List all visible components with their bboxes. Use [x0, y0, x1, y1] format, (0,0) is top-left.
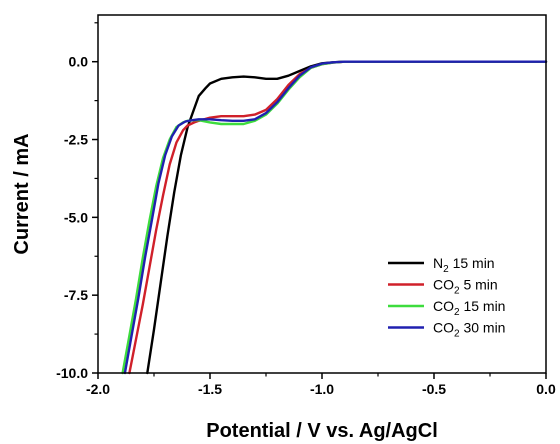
series-layer	[121, 60, 548, 375]
labels-layer: -2.0 -1.5 -1.0 -0.5 0.0 0.0 -2.5 -5.0 -7.5 -10.0	[56, 54, 556, 397]
x-tick-label: -1.5	[198, 381, 222, 397]
y-tick-label: -10.0	[56, 365, 88, 381]
legend-label: CO2 15 min	[433, 298, 505, 318]
legend-label: N2 15 min	[433, 255, 495, 275]
y-tick-label: -5.0	[64, 209, 88, 225]
y-tick-label: 0.0	[69, 54, 89, 70]
x-tick-label: -1.0	[310, 381, 334, 397]
x-tick-label: -2.0	[86, 381, 110, 397]
y-tick-label: -7.5	[64, 287, 88, 303]
series-line-4	[123, 60, 548, 375]
ticks-layer	[92, 22, 547, 379]
y-axis-title: Current / mA	[11, 133, 33, 254]
x-tick-label: 0.0	[536, 381, 556, 397]
y-tick-label: -2.5	[64, 132, 88, 148]
x-axis-title: Potential / V vs. Ag/AgCl	[206, 420, 438, 442]
legend-label: CO2 5 min	[433, 277, 498, 297]
legend-label: CO2 30 min	[433, 320, 505, 340]
x-tick-label: -0.5	[422, 381, 446, 397]
